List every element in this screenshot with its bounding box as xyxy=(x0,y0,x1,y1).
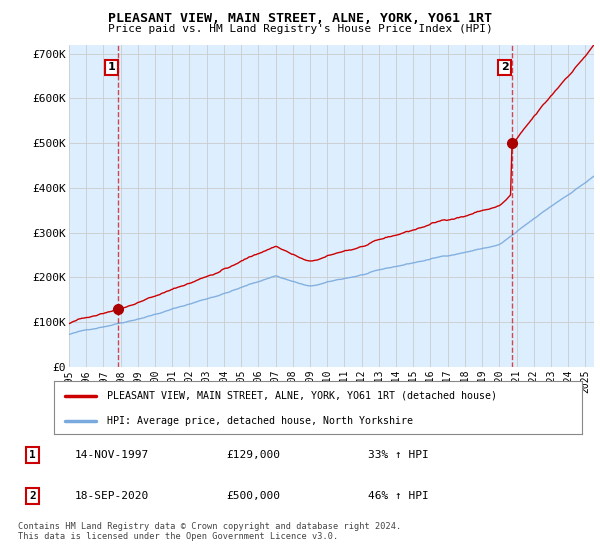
Text: 14-NOV-1997: 14-NOV-1997 xyxy=(74,450,149,460)
Text: £129,000: £129,000 xyxy=(227,450,281,460)
Text: HPI: Average price, detached house, North Yorkshire: HPI: Average price, detached house, Nort… xyxy=(107,416,413,426)
Text: 2: 2 xyxy=(29,491,36,501)
Text: PLEASANT VIEW, MAIN STREET, ALNE, YORK, YO61 1RT (detached house): PLEASANT VIEW, MAIN STREET, ALNE, YORK, … xyxy=(107,391,497,401)
Text: 18-SEP-2020: 18-SEP-2020 xyxy=(74,491,149,501)
Text: PLEASANT VIEW, MAIN STREET, ALNE, YORK, YO61 1RT: PLEASANT VIEW, MAIN STREET, ALNE, YORK, … xyxy=(108,12,492,25)
Text: £500,000: £500,000 xyxy=(227,491,281,501)
Text: 1: 1 xyxy=(29,450,36,460)
Text: 1: 1 xyxy=(107,62,115,72)
Text: Contains HM Land Registry data © Crown copyright and database right 2024.
This d: Contains HM Land Registry data © Crown c… xyxy=(18,522,401,542)
Text: Price paid vs. HM Land Registry's House Price Index (HPI): Price paid vs. HM Land Registry's House … xyxy=(107,24,493,34)
Text: 46% ↑ HPI: 46% ↑ HPI xyxy=(368,491,428,501)
Text: 33% ↑ HPI: 33% ↑ HPI xyxy=(368,450,428,460)
Text: 2: 2 xyxy=(501,62,509,72)
